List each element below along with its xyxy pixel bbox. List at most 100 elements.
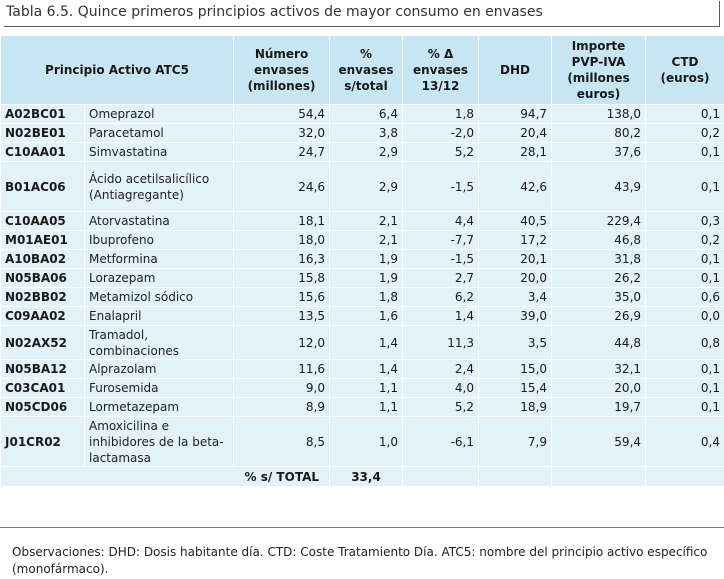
drug-name: Metamizol sódico <box>83 287 235 307</box>
cell-dhd: 3,5 <box>478 325 553 360</box>
cell-pct: 1,0 <box>329 416 404 467</box>
drug-name: Amoxicilina e inhibidores de la beta-lac… <box>83 416 235 467</box>
cell-delta: 4,4 <box>402 211 480 231</box>
atc-code: C10AA01 <box>0 142 85 162</box>
cell-numero: 12,0 <box>233 325 331 360</box>
header-delta: % Δ envases 13/12 <box>402 35 480 105</box>
cell-importe: 229,4 <box>551 211 647 231</box>
atc-code: M01AE01 <box>0 230 85 250</box>
drug-name: Ácido acetilsalicílico (Antiagregante) <box>83 161 235 212</box>
cell-ctd: 0,1 <box>645 104 724 124</box>
cell-pct: 1,6 <box>329 306 404 326</box>
table-body: A02BC01 Omeprazol 54,4 6,4 1,8 94,7 138,… <box>0 104 724 487</box>
cell-dhd: 7,9 <box>478 416 553 467</box>
drug-name: Tramadol, combinaciones <box>83 325 235 360</box>
data-table: Principio Activo ATC5 Número envases (mi… <box>0 35 724 487</box>
drug-name: Atorvastatina <box>83 211 235 231</box>
drug-name: Lorazepam <box>83 268 235 288</box>
cell-ctd: 0,1 <box>645 378 724 398</box>
cell-ctd: 0,1 <box>645 161 724 212</box>
atc-code: J01CR02 <box>0 416 85 467</box>
cell-pct: 2,1 <box>329 211 404 231</box>
cell-importe: 46,8 <box>551 230 647 250</box>
atc-code: N02BE01 <box>0 123 85 143</box>
cell-numero: 24,6 <box>233 161 331 212</box>
cell-delta: 1,4 <box>402 306 480 326</box>
empty-cell <box>478 466 553 487</box>
cell-dhd: 20,4 <box>478 123 553 143</box>
empty-cell <box>645 466 724 487</box>
atc-code: C03CA01 <box>0 378 85 398</box>
cell-numero: 9,0 <box>233 378 331 398</box>
cell-ctd: 0,2 <box>645 123 724 143</box>
cell-importe: 80,2 <box>551 123 647 143</box>
cell-delta: 5,2 <box>402 142 480 162</box>
drug-name: Metformina <box>83 249 235 269</box>
cell-ctd: 0,1 <box>645 142 724 162</box>
table-row: N02BB02 Metamizol sódico 15,6 1,8 6,2 3,… <box>0 287 724 307</box>
cell-pct: 1,9 <box>329 249 404 269</box>
cell-numero: 16,3 <box>233 249 331 269</box>
cell-importe: 138,0 <box>551 104 647 124</box>
atc-code: C09AA02 <box>0 306 85 326</box>
cell-pct: 2,9 <box>329 161 404 212</box>
cell-ctd: 0,1 <box>645 249 724 269</box>
cell-pct: 6,4 <box>329 104 404 124</box>
cell-numero: 15,8 <box>233 268 331 288</box>
cell-pct: 1,4 <box>329 325 404 360</box>
cell-ctd: 0,1 <box>645 397 724 417</box>
table-title: Tabla 6.5. Quince primeros principios ac… <box>4 1 720 27</box>
table-row: C10AA01 Simvastatina 24,7 2,9 5,2 28,1 3… <box>0 142 724 162</box>
cell-dhd: 17,2 <box>478 230 553 250</box>
cell-importe: 26,2 <box>551 268 647 288</box>
table-row: B01AC06 Ácido acetilsalicílico (Antiagre… <box>0 161 724 212</box>
cell-importe: 35,0 <box>551 287 647 307</box>
cell-importe: 20,0 <box>551 378 647 398</box>
header-dhd: DHD <box>478 35 553 105</box>
cell-dhd: 18,9 <box>478 397 553 417</box>
cell-importe: 32,1 <box>551 359 647 379</box>
total-label: % s/ TOTAL <box>0 466 331 487</box>
header-ctd: CTD (euros) <box>645 35 724 105</box>
drug-name: Enalapril <box>83 306 235 326</box>
cell-delta: 2,4 <box>402 359 480 379</box>
cell-delta: 2,7 <box>402 268 480 288</box>
atc-code: N05CD06 <box>0 397 85 417</box>
header-numero: Número envases (millones) <box>233 35 331 105</box>
cell-ctd: 0,3 <box>645 211 724 231</box>
header-importe: Importe PVP-IVA (millones euros) <box>551 35 647 105</box>
cell-importe: 19,7 <box>551 397 647 417</box>
drug-name: Paracetamol <box>83 123 235 143</box>
drug-name: Alprazolam <box>83 359 235 379</box>
cell-delta: -6,1 <box>402 416 480 467</box>
atc-code: A02BC01 <box>0 104 85 124</box>
atc-code: N02BB02 <box>0 287 85 307</box>
cell-delta: -7,7 <box>402 230 480 250</box>
table-row: A02BC01 Omeprazol 54,4 6,4 1,8 94,7 138,… <box>0 104 724 124</box>
cell-delta: 4,0 <box>402 378 480 398</box>
cell-importe: 43,9 <box>551 161 647 212</box>
table-row: C10AA05 Atorvastatina 18,1 2,1 4,4 40,5 … <box>0 211 724 231</box>
cell-pct: 1,1 <box>329 378 404 398</box>
cell-dhd: 42,6 <box>478 161 553 212</box>
cell-numero: 18,1 <box>233 211 331 231</box>
table-row: N02BE01 Paracetamol 32,0 3,8 -2,0 20,4 8… <box>0 123 724 143</box>
footnote: Observaciones: DHD: Dosis habitante día.… <box>12 545 708 576</box>
cell-ctd: 0,4 <box>645 416 724 467</box>
cell-numero: 8,9 <box>233 397 331 417</box>
empty-cell <box>402 466 480 487</box>
cell-delta: -1,5 <box>402 249 480 269</box>
total-row: % s/ TOTAL 33,4 <box>0 466 724 487</box>
cell-dhd: 94,7 <box>478 104 553 124</box>
cell-delta: -1,5 <box>402 161 480 212</box>
cell-dhd: 3,4 <box>478 287 553 307</box>
divider <box>0 527 724 528</box>
table-row: C03CA01 Furosemida 9,0 1,1 4,0 15,4 20,0… <box>0 378 724 398</box>
table-row: N02AX52 Tramadol, combinaciones 12,0 1,4… <box>0 325 724 360</box>
cell-pct: 2,9 <box>329 142 404 162</box>
cell-numero: 13,5 <box>233 306 331 326</box>
cell-ctd: 0,0 <box>645 306 724 326</box>
drug-name: Omeprazol <box>83 104 235 124</box>
table-row: N05BA12 Alprazolam 11,6 1,4 2,4 15,0 32,… <box>0 359 724 379</box>
table-row: M01AE01 Ibuprofeno 18,0 2,1 -7,7 17,2 46… <box>0 230 724 250</box>
